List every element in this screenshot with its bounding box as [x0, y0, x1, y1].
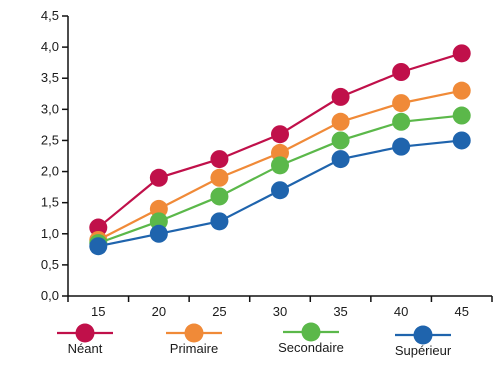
series-3 — [89, 131, 471, 256]
x-tick-label: 45 — [454, 304, 468, 319]
data-point — [149, 224, 168, 243]
legend-swatch-marker — [413, 325, 433, 345]
data-point — [210, 168, 229, 187]
legend-label: Néant — [68, 341, 103, 356]
data-point — [89, 237, 108, 256]
legend-swatch-marker — [184, 323, 204, 343]
legend: Néant Primaire Secondaire Supérieur — [57, 322, 452, 358]
data-point — [452, 81, 471, 100]
data-point — [271, 143, 289, 162]
data-point — [210, 212, 229, 231]
x-tick-label: 35 — [333, 304, 347, 319]
data-point — [210, 187, 229, 206]
data-point — [271, 156, 289, 175]
legend-item: Secondaire — [278, 322, 344, 355]
data-point — [331, 131, 350, 150]
legend-swatch-marker — [75, 323, 95, 343]
data-point — [331, 150, 350, 169]
series-layer — [89, 44, 471, 256]
data-point — [452, 44, 471, 63]
data-point — [271, 125, 289, 144]
x-tick-label: 25 — [212, 304, 226, 319]
data-point — [89, 218, 108, 237]
series-0 — [89, 44, 471, 237]
data-point — [210, 150, 229, 169]
legend-item: Néant — [57, 323, 113, 356]
y-tick-label: 0,0 — [41, 288, 59, 303]
data-point — [452, 131, 471, 150]
data-point — [331, 112, 350, 131]
data-point — [392, 94, 411, 113]
x-tick-label: 15 — [91, 304, 105, 319]
legend-swatch-marker — [301, 322, 321, 342]
y-tick-label: 4,0 — [41, 39, 59, 54]
legend-label: Primaire — [170, 341, 218, 356]
data-point — [392, 63, 411, 81]
x-tick-label: 20 — [152, 304, 166, 319]
data-point — [452, 106, 471, 125]
data-point — [149, 199, 168, 218]
legend-label: Supérieur — [395, 343, 452, 358]
data-point — [331, 87, 350, 106]
legend-item: Primaire — [166, 323, 222, 356]
y-tick-label: 1,0 — [41, 226, 59, 241]
data-point — [271, 181, 289, 200]
legend-item: Supérieur — [395, 325, 452, 358]
data-point — [149, 168, 168, 187]
x-tick-label: 40 — [394, 304, 408, 319]
y-tick-label: 0,5 — [41, 257, 59, 272]
x-tick-label: 30 — [273, 304, 287, 319]
y-tick-label: 2,0 — [41, 164, 59, 179]
y-tick-label: 1,5 — [41, 195, 59, 210]
legend-label: Secondaire — [278, 340, 344, 355]
y-tick-label: 3,0 — [41, 101, 59, 116]
data-point — [392, 112, 411, 131]
y-tick-label: 3,5 — [41, 70, 59, 85]
data-point — [149, 212, 168, 231]
y-tick-label: 2,5 — [41, 132, 59, 147]
y-tick-label: 4,5 — [41, 8, 59, 23]
data-point — [392, 137, 411, 156]
axes: 0,0 0,5 1,0 1,5 2,0 2,5 3,0 3,5 4,0 4,5 15 20 25 30 35… — [41, 8, 493, 319]
